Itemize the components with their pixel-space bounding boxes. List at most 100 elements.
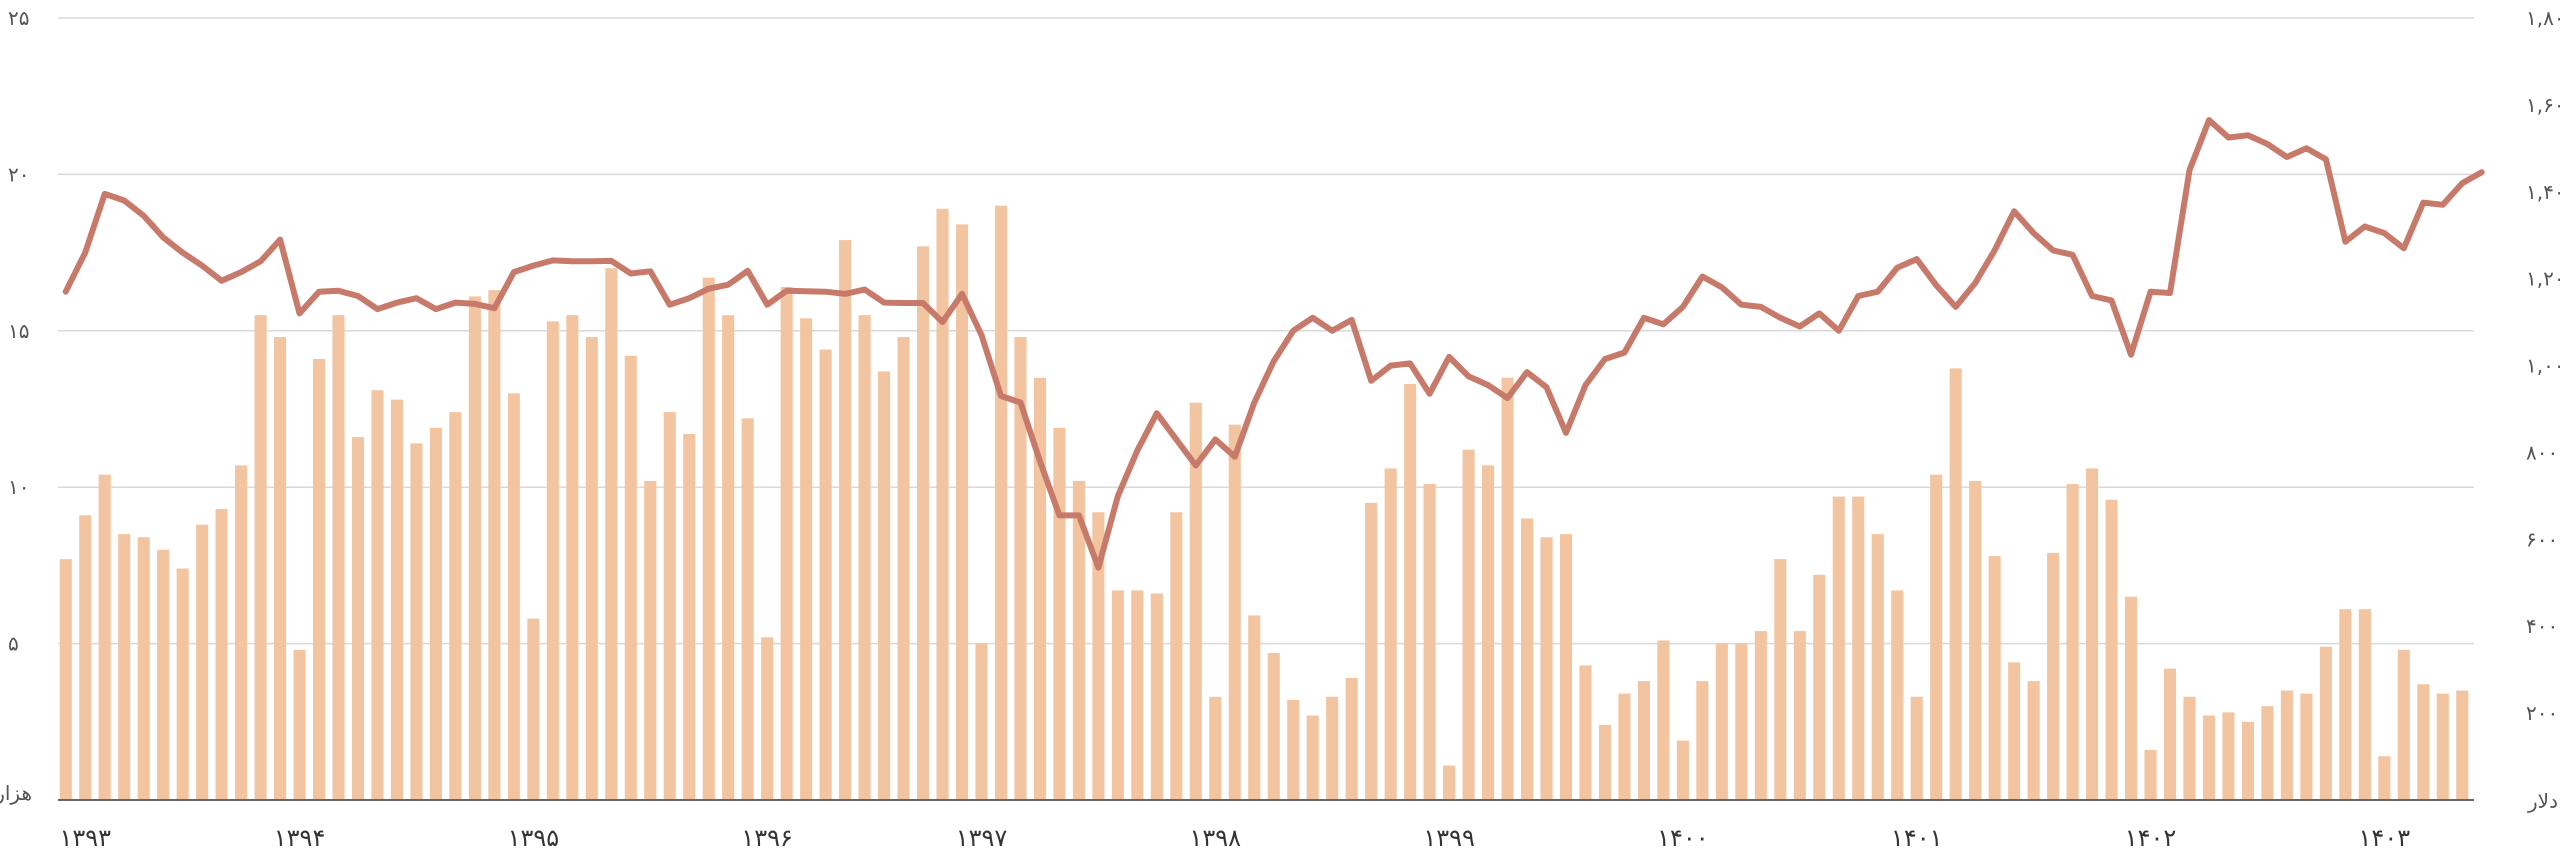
x-tick-label: ۱۳۹۵ xyxy=(508,824,560,852)
bar-series xyxy=(59,205,2469,801)
bar xyxy=(936,208,949,801)
bar xyxy=(1306,715,1319,800)
bar xyxy=(1131,590,1144,800)
bar xyxy=(2027,681,2040,800)
bar xyxy=(371,390,384,800)
bar xyxy=(488,290,501,800)
bar xyxy=(196,524,209,800)
bar xyxy=(2378,756,2391,800)
right-tick-label: ۱,۲۰۰ xyxy=(2526,267,2560,291)
line-series xyxy=(62,117,2485,571)
bar xyxy=(1053,427,1066,800)
bar xyxy=(468,296,481,800)
bar xyxy=(644,480,657,800)
bar xyxy=(1326,696,1339,800)
bar xyxy=(1598,724,1612,800)
bar xyxy=(819,349,832,800)
bar xyxy=(449,412,462,800)
left-tick-label: ۲۵ xyxy=(8,6,29,30)
bar xyxy=(1618,693,1631,800)
bar xyxy=(1891,590,1904,800)
right-tick-label: ۴۰۰ xyxy=(2526,614,2558,638)
x-axis: ۱۳۹۳ ۱۳۹۴ ۱۳۹۵ ۱۳۹۶ ۱۳۹۷ ۱۳۹۸ ۱۳۹۹ ۱۴۰۰ ۱۴۰۱ ۱۴۰۲… xyxy=(59,824,2410,852)
bar xyxy=(878,371,891,800)
bar xyxy=(1287,699,1300,800)
bar xyxy=(566,315,579,800)
bar xyxy=(351,437,365,800)
bar xyxy=(215,509,228,800)
bar xyxy=(1676,740,1689,800)
bar xyxy=(2144,749,2157,800)
x-tick-label: ۱۳۹۸ xyxy=(1190,824,1242,852)
bar xyxy=(1501,377,1514,800)
bar xyxy=(800,318,813,800)
price-line xyxy=(62,117,2485,571)
bar xyxy=(1092,512,1105,800)
bar xyxy=(157,549,170,800)
bar xyxy=(59,559,72,800)
bar xyxy=(702,277,715,800)
bar xyxy=(1715,643,1728,800)
bar xyxy=(1930,474,1943,800)
bar xyxy=(2008,662,2021,800)
bar xyxy=(1033,377,1046,800)
left-tick-label: ۱۰ xyxy=(8,475,29,499)
bar xyxy=(118,534,131,800)
bar xyxy=(429,427,442,800)
bar xyxy=(1365,502,1378,800)
bar xyxy=(1988,556,2001,800)
bar xyxy=(858,315,871,800)
bar xyxy=(1384,468,1397,800)
x-tick-label: ۱۳۹۳ xyxy=(59,824,111,852)
bar xyxy=(235,465,248,800)
x-tick-label: ۱۴۰۰ xyxy=(1657,824,1709,852)
bar xyxy=(585,337,598,800)
left-axis: هزار ۵ ۱۰ ۱۵ ۲۰ ۲۵ xyxy=(0,6,32,805)
right-axis-unit-label: دلار xyxy=(2527,789,2558,813)
bar xyxy=(1404,383,1417,800)
bar xyxy=(1345,678,1358,800)
bar xyxy=(79,515,92,800)
right-tick-label: ۱,۴۰۰ xyxy=(2526,180,2560,204)
right-axis: دلار ۲۰۰ ۴۰۰ ۶۰۰ ۸۰۰ ۱,۰۰۰ ۱,۲۰۰ ۱,۴۰۰ ۱,۶۰۰ ۱,۸… xyxy=(2526,6,2560,813)
bar xyxy=(546,321,559,800)
bar xyxy=(916,246,930,800)
right-tick-label: ۶۰۰ xyxy=(2526,527,2558,551)
bar xyxy=(1111,590,1124,800)
x-tick-label: ۱۴۰۱ xyxy=(1891,824,1943,852)
bar xyxy=(2339,609,2352,800)
bar xyxy=(1150,593,1163,800)
bar xyxy=(1072,480,1085,800)
bar xyxy=(1735,643,1748,800)
bar xyxy=(1482,465,1495,800)
bar xyxy=(1540,537,1553,800)
bar xyxy=(1248,615,1261,800)
x-tick-label: ۱۳۹۷ xyxy=(956,824,1008,852)
bar xyxy=(1170,512,1183,800)
bar xyxy=(2456,690,2469,800)
bar xyxy=(994,205,1008,800)
bar xyxy=(410,443,423,800)
bar xyxy=(605,268,618,800)
bar xyxy=(663,412,676,800)
bar xyxy=(2047,552,2060,800)
x-tick-label: ۱۴۰۲ xyxy=(2125,824,2177,852)
bar xyxy=(2163,668,2177,800)
right-tick-label: ۱,۰۰۰ xyxy=(2526,354,2560,378)
bar xyxy=(1852,496,1865,800)
bar xyxy=(780,287,793,800)
bar xyxy=(2397,649,2410,800)
left-tick-label: ۲۰ xyxy=(8,162,29,186)
bar xyxy=(2202,715,2216,800)
bar xyxy=(1832,496,1845,800)
left-tick-label: ۵ xyxy=(8,632,19,656)
bar xyxy=(312,358,326,800)
x-tick-label: ۱۳۹۶ xyxy=(741,824,793,852)
bar xyxy=(2222,712,2235,800)
bar xyxy=(1754,631,1767,800)
bar xyxy=(293,649,306,800)
right-tick-label: ۱,۶۰۰ xyxy=(2526,93,2560,117)
bar xyxy=(2358,609,2371,800)
bar xyxy=(2183,696,2196,800)
